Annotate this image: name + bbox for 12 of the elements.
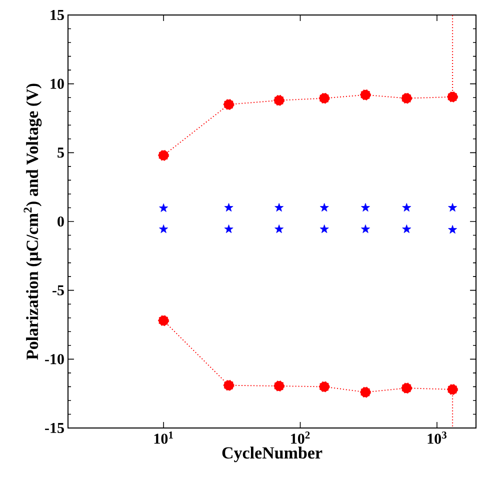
x-axis-title: CycleNumber [222,446,322,462]
y-tick-label: -10 [45,354,64,364]
x-tick-label: 10$^{2}$ [291,432,310,444]
y-tick-label: -15 [45,422,64,434]
y-tick-label: -5 [52,285,64,296]
y-tick-label: 0 [58,216,64,227]
y-tick-label: 15 [50,10,64,20]
y-axis-title: Polarization (μC/cm$^{2}$) and Voltage (V) [24,84,42,360]
x-tick-label: 10$^{3}$ [428,432,446,444]
y-tick-label: 10 [50,78,64,89]
y-tick-label: 5 [58,148,64,158]
x-tick-label: 10$^{1}$ [154,432,173,444]
